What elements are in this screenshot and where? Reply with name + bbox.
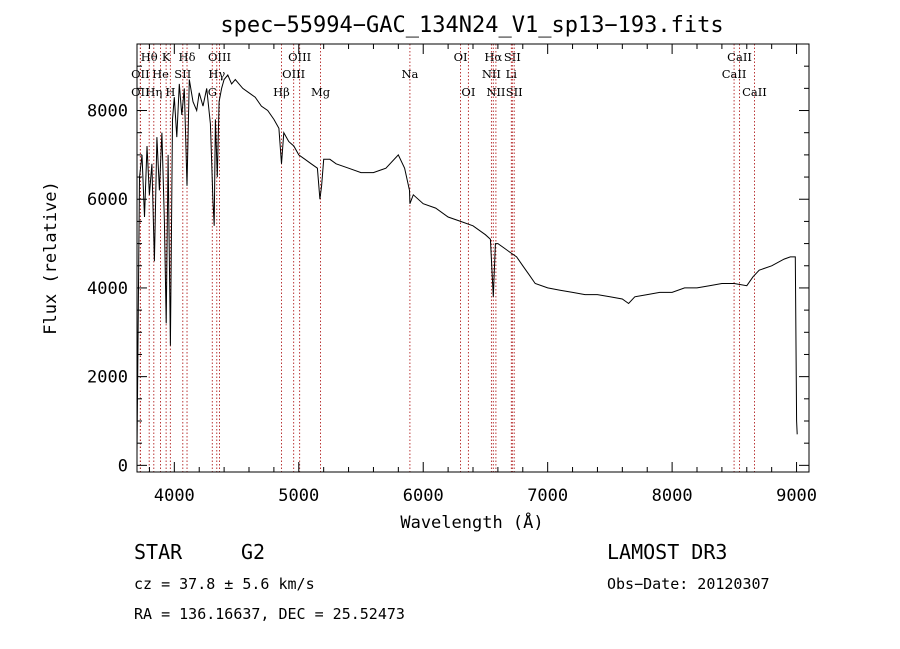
spectral-line-label: Mg — [311, 85, 331, 99]
spectral-line-label: OIII — [282, 67, 305, 81]
x-axis: 4000 5000 6000 7000 8000 9000 — [148, 44, 817, 506]
survey-name: LAMOST DR3 — [607, 540, 727, 564]
redshift-value: cz = 37.8 ± 5.6 km/s — [134, 575, 315, 593]
x-tick-label: 4000 — [154, 486, 195, 506]
spectral-line-markers: Hθ OII OII K He Hη Hδ SII H OIII Hγ G OIII OIII Hβ Mg Na… — [131, 44, 767, 472]
spectrum-series-line — [136, 74, 798, 453]
spectral-line-label: OI — [454, 50, 468, 64]
x-tick-label: 9000 — [776, 486, 817, 506]
spectral-line-label: Hδ — [179, 50, 196, 64]
spectral-line-label: Li — [506, 67, 518, 81]
spectral-line-label: SII — [504, 50, 521, 64]
x-axis-label: Wavelength (Å) — [400, 511, 543, 533]
spectral-line-label: CaII — [742, 85, 767, 99]
spectral-line-label: Na — [401, 67, 418, 81]
y-tick-label: 4000 — [87, 279, 128, 299]
y-tick-label: 0 — [118, 456, 128, 476]
spectral-line-label: SII — [174, 67, 191, 81]
spectral-line-label: OII — [131, 67, 150, 81]
y-tick-label: 2000 — [87, 368, 128, 388]
object-class: STAR — [134, 540, 183, 564]
coordinates: RA = 136.16637, DEC = 25.52473 — [134, 605, 405, 623]
x-tick-label: 7000 — [527, 486, 568, 506]
spectral-line-label: CaII — [722, 67, 747, 81]
spectral-line-label: OII — [131, 85, 150, 99]
x-tick-label: 8000 — [652, 486, 693, 506]
spectral-line-label: Hθ — [141, 50, 158, 64]
spectral-line-label: H — [165, 85, 175, 99]
spectral-line-label: NII — [482, 67, 501, 81]
x-tick-label: 6000 — [403, 486, 444, 506]
spectral-line-label: Hβ — [273, 85, 290, 99]
spectral-line-label: SII — [506, 85, 523, 99]
spectral-line-label: OIII — [288, 50, 311, 64]
y-tick-label: 8000 — [87, 102, 128, 122]
spectral-line-label: Hγ — [208, 67, 225, 81]
chart-title: spec−55994−GAC_134N24_V1_sp13−193.fits — [220, 13, 723, 38]
spectral-line-label: NII — [486, 85, 505, 99]
spectral-line-label: G — [208, 85, 217, 99]
plot-frame — [136, 43, 810, 473]
x-tick-label: 5000 — [278, 486, 319, 506]
y-tick-label: 6000 — [87, 190, 128, 210]
y-axis: 0 2000 4000 6000 8000 — [87, 65, 809, 476]
object-subclass: G2 — [241, 540, 265, 564]
observation-date: Obs−Date: 20120307 — [607, 575, 770, 593]
spectral-line-label: OIII — [208, 50, 231, 64]
spectral-line-label: CaII — [727, 50, 752, 64]
spectral-line-label: OI — [461, 85, 475, 99]
spectral-line-label: K — [162, 50, 171, 64]
spectral-line-label: He — [152, 67, 169, 81]
spectral-line-label: Hα — [484, 50, 502, 64]
spectral-line-label: Hη — [145, 85, 162, 99]
y-axis-label: Flux (relative) — [41, 181, 61, 335]
